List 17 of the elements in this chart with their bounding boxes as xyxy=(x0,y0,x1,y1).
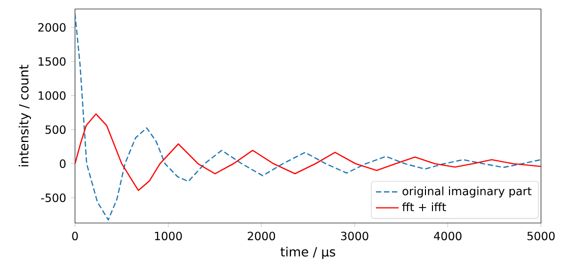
y-tick-label: 500 xyxy=(46,125,66,134)
y-tick-label: 0 xyxy=(60,159,66,168)
x-tick-label: 0 xyxy=(72,232,78,240)
y-tick-label: -500 xyxy=(41,194,66,202)
line-series xyxy=(75,13,542,220)
y-tick-label: 1500 xyxy=(38,57,66,66)
y-axis-title: intensity / count xyxy=(18,64,31,166)
legend-label: original imaginary part xyxy=(402,186,532,198)
x-tick-label: 4000 xyxy=(434,232,462,240)
y-tick-label: 2000 xyxy=(38,23,66,32)
x-tick-label: 1000 xyxy=(155,232,182,240)
x-axis-title: time / µs xyxy=(280,246,336,260)
x-tick-label: 2000 xyxy=(248,232,276,240)
x-tick-label: 3000 xyxy=(341,232,368,240)
x-tick-label: 5000 xyxy=(527,232,555,240)
legend-label: fft + ifft xyxy=(402,202,446,212)
y-tick-label: 1000 xyxy=(38,91,66,100)
